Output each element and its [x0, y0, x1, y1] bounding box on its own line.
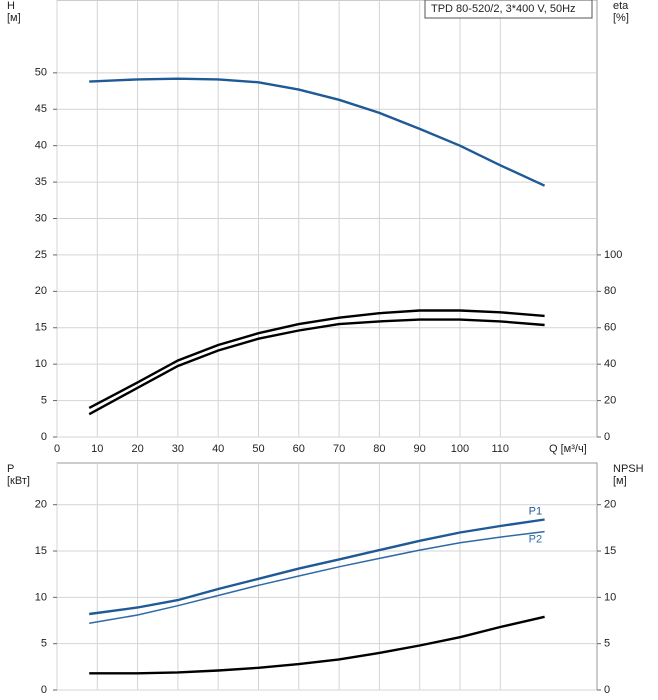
y-tick-label: 5 — [41, 638, 47, 650]
y2-tick-label: 20 — [604, 499, 616, 511]
y2-tick-label: 0 — [604, 431, 610, 443]
x-tick-label: 0 — [54, 443, 60, 455]
y-axis-unit: [м] — [7, 12, 21, 24]
y-tick-label: 15 — [35, 545, 47, 557]
x-tick-label: 50 — [252, 443, 264, 455]
y-tick-label: 10 — [35, 358, 47, 370]
y-tick-label: 20 — [35, 499, 47, 511]
y2-axis-label: eta — [613, 0, 629, 12]
y-tick-label: 0 — [41, 431, 47, 443]
y2-tick-label: 15 — [604, 545, 616, 557]
y2-tick-label: 60 — [604, 322, 616, 334]
x-tick-label: 30 — [172, 443, 184, 455]
y-tick-label: 30 — [35, 212, 47, 224]
x-tick-label: 10 — [91, 443, 103, 455]
y2-tick-label: 5 — [604, 638, 610, 650]
y-tick-label: 15 — [35, 322, 47, 334]
series-line — [88, 309, 545, 409]
plot-area — [56, 462, 598, 691]
y-axis-unit: [кВт] — [7, 475, 30, 487]
y-tick-label: 20 — [35, 285, 47, 297]
x-tick-label: 40 — [212, 443, 224, 455]
y2-axis-unit: [м] — [613, 475, 627, 487]
y2-tick-label: 0 — [604, 684, 610, 696]
x-axis-label: Q [м³/ч] — [549, 443, 587, 455]
x-tick-label: 110 — [492, 443, 510, 455]
y-tick-label: 5 — [41, 394, 47, 406]
y-tick-label: 45 — [35, 103, 47, 115]
x-tick-label: 20 — [131, 443, 143, 455]
series-label: P1 — [529, 505, 542, 517]
series-line — [89, 518, 545, 616]
y2-tick-label: 40 — [604, 358, 616, 370]
x-tick-label: 100 — [451, 443, 469, 455]
annotation-box — [424, 0, 593, 19]
y-tick-label: 40 — [35, 140, 47, 152]
y-tick-label: 10 — [35, 591, 47, 603]
y-tick-label: 0 — [41, 684, 47, 696]
y2-axis-unit: [%] — [613, 12, 629, 24]
y-axis-label: P — [7, 463, 14, 475]
series-line — [88, 318, 545, 416]
y2-tick-label: 10 — [604, 591, 616, 603]
series-line — [89, 530, 545, 625]
x-tick-label: 80 — [373, 443, 385, 455]
y-tick-label: 25 — [35, 249, 47, 261]
x-tick-label: 90 — [414, 443, 426, 455]
series-line — [89, 615, 545, 675]
x-tick-label: 70 — [333, 443, 345, 455]
y-tick-label: 35 — [35, 176, 47, 188]
y2-tick-label: 100 — [604, 249, 622, 261]
x-tick-label: 60 — [293, 443, 305, 455]
series-line — [89, 77, 546, 187]
series-label: P2 — [529, 533, 542, 545]
y-axis-label: H — [7, 0, 15, 12]
y-tick-label: 50 — [35, 67, 47, 79]
y2-tick-label: 80 — [604, 285, 616, 297]
y2-tick-label: 20 — [604, 394, 616, 406]
y2-axis-label: NPSH — [613, 463, 644, 475]
annotation: TPD 80-520/2, 3*400 V, 50Hz — [431, 3, 576, 15]
